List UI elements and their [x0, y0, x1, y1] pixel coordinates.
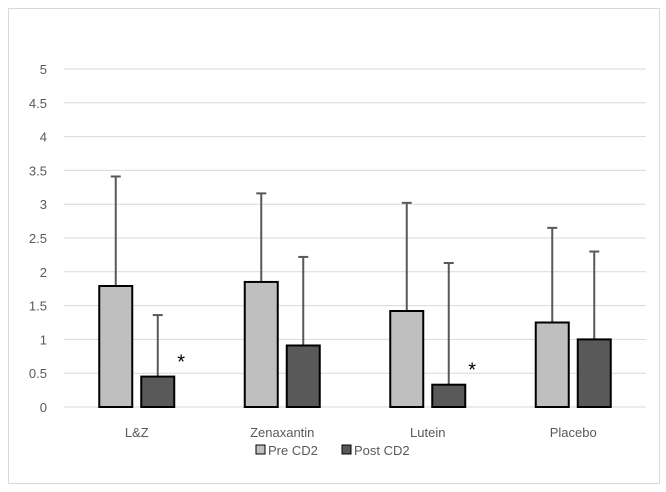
y-tick-label: 4.5	[29, 96, 47, 111]
y-tick-label: 1.5	[29, 299, 47, 314]
legend-label: Post CD2	[354, 443, 410, 458]
legend-swatch	[255, 444, 266, 455]
bar-pre-cd2	[389, 310, 425, 408]
bar-post-cd2	[431, 383, 467, 408]
y-tick-label: 1	[40, 332, 47, 347]
y-tick-label: 0.5	[29, 366, 47, 381]
y-tick-label: 5	[40, 62, 47, 77]
x-tick-label: Lutein	[410, 425, 445, 440]
y-tick-label: 3	[40, 197, 47, 212]
bar-pre-cd2	[534, 321, 570, 408]
significance-marker: *	[177, 352, 185, 374]
bar-pre-cd2	[243, 280, 279, 408]
bar-post-cd2	[140, 375, 176, 408]
x-tick-label: Zenaxantin	[250, 425, 314, 440]
x-tick-label: L&Z	[125, 425, 149, 440]
x-tick-label: Placebo	[550, 425, 597, 440]
significance-marker: *	[468, 360, 476, 382]
bar-pre-cd2	[98, 284, 134, 408]
y-tick-label: 0	[40, 400, 47, 415]
bar-post-cd2	[285, 344, 321, 409]
y-tick-label: 4	[40, 130, 47, 145]
y-tick-label: 2	[40, 265, 47, 280]
legend-swatch	[341, 444, 352, 455]
y-tick-label: 2.5	[29, 231, 47, 246]
bar-post-cd2	[576, 338, 612, 408]
y-tick-label: 3.5	[29, 163, 47, 178]
legend-label: Pre CD2	[268, 443, 318, 458]
